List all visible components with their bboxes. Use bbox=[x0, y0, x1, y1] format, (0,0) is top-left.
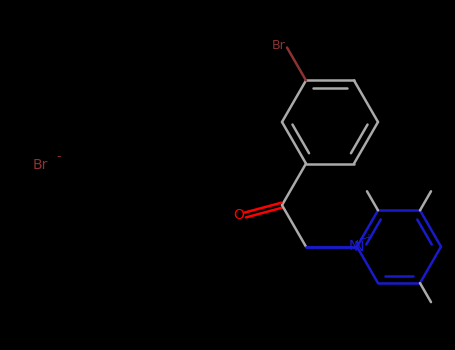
Text: -: - bbox=[57, 150, 61, 163]
Text: N: N bbox=[354, 240, 364, 254]
Text: +: + bbox=[364, 233, 372, 243]
Text: Br: Br bbox=[32, 158, 48, 172]
Text: O: O bbox=[233, 208, 244, 222]
Text: Br: Br bbox=[272, 39, 286, 52]
Text: +: + bbox=[358, 234, 366, 244]
Text: N: N bbox=[349, 239, 359, 253]
